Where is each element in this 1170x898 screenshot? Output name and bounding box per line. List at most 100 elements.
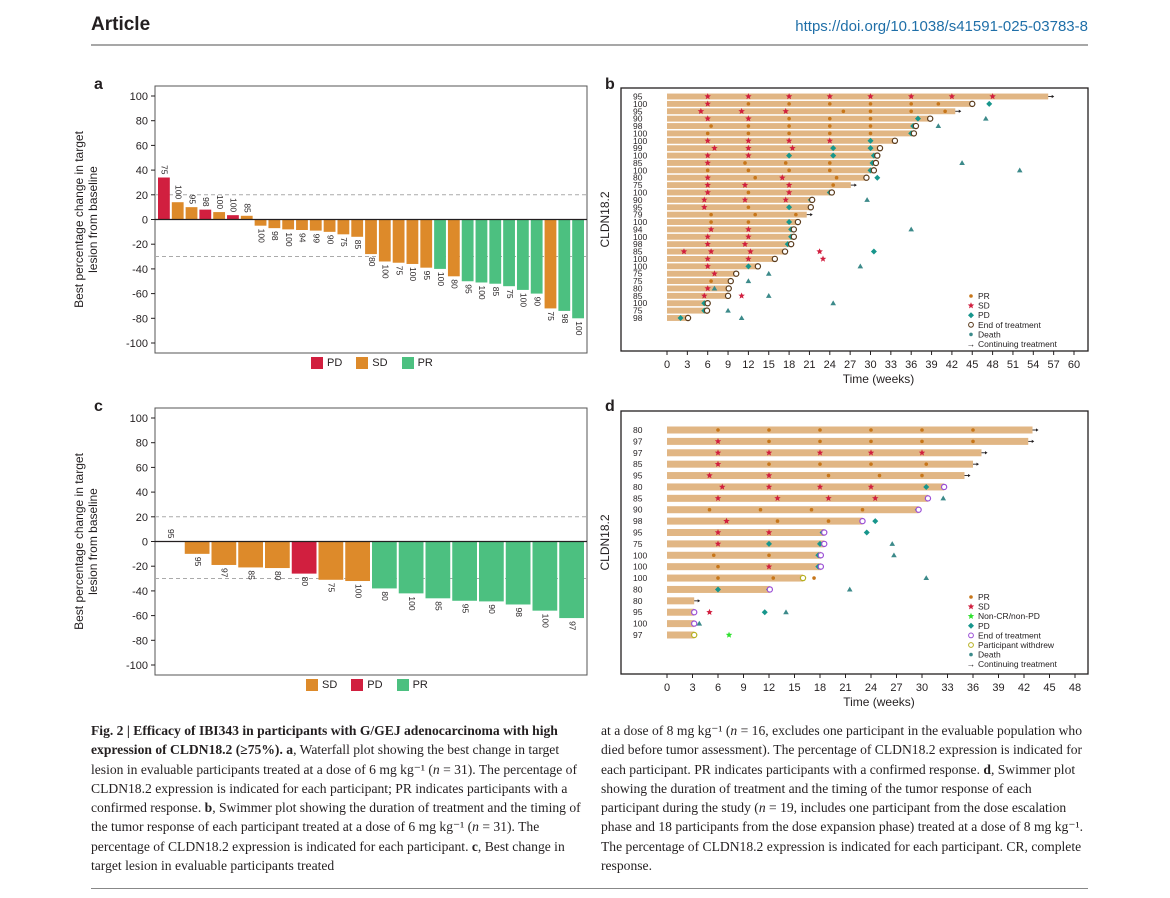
marker-pd [914, 115, 921, 122]
marker-pd [968, 312, 974, 319]
bar-cldn-label: 80 [380, 591, 390, 601]
bar-cldn-label: 75 [327, 583, 337, 593]
marker-death [696, 620, 703, 626]
marker-pd [867, 145, 874, 152]
legend-label-d: Death [978, 650, 1001, 660]
row-cldn-label: 80 [633, 482, 643, 492]
swim-bar [667, 315, 689, 321]
marker-sd [779, 174, 786, 181]
x-tick-label: 39 [925, 359, 937, 371]
marker-non-cr-non-pd [967, 612, 975, 619]
legend-item-sd: SD [356, 357, 388, 370]
row-cldn-label: 100 [633, 99, 647, 109]
swim-bar [667, 263, 758, 270]
bar-cldn-label: 100 [353, 584, 363, 598]
marker-pr [971, 428, 975, 432]
marker-sd [704, 174, 711, 181]
legend-marker-withdrew [968, 642, 974, 648]
x-tick-label: 0 [664, 359, 670, 371]
bar-cldn-label: 90 [325, 235, 335, 245]
marker-pd [867, 137, 874, 144]
row-cldn-label: 98 [633, 516, 643, 526]
arrowhead [968, 473, 971, 478]
marker-pr [868, 102, 873, 106]
arrowhead [1051, 94, 1055, 99]
caption-text: , Waterfall plot showing the best change… [91, 742, 560, 777]
marker-end-of-treatment [891, 137, 899, 144]
marker-pr [787, 102, 791, 106]
x-tick-label: 27 [890, 682, 902, 694]
marker-end-of-treatment [766, 586, 774, 593]
marker-pd [715, 586, 721, 593]
caption-text: , Best change in target lesion in evalua… [91, 838, 565, 874]
marker-sd [745, 255, 752, 262]
swim-bar [667, 211, 807, 218]
bar-cldn-label: 97 [220, 568, 230, 578]
marker-pr [787, 116, 791, 121]
legend-label-d: End of treatment [978, 630, 1041, 640]
marker-end-of-treatment [912, 122, 920, 130]
bar-cldn-label: 75 [339, 237, 349, 247]
row-cldn-label: 85 [633, 158, 643, 168]
marker-end-of-treatment [691, 620, 698, 627]
x-tick-label: 6 [715, 682, 721, 694]
marker-sd [765, 472, 773, 479]
panel-label-a: a [94, 76, 103, 93]
bar-sd [254, 219, 267, 226]
swim-bar [667, 307, 708, 314]
x-tick-label: 12 [763, 682, 775, 694]
marker-pr [860, 507, 865, 512]
bar-pr [398, 541, 424, 594]
bar-sd [365, 219, 377, 255]
marker-pr [709, 124, 713, 128]
bar-cldn-label: 100 [407, 596, 417, 610]
row-cldn-label: 80 [633, 173, 643, 183]
x-tick-label: 3 [684, 359, 690, 371]
arrowhead [958, 109, 962, 113]
marker-pr [868, 124, 873, 128]
y-tick-label: 60 [136, 140, 148, 152]
marker-pr [716, 428, 720, 432]
caption-italic: n [758, 800, 766, 816]
bar-cldn-label: 100 [229, 198, 239, 212]
marker-pr [971, 439, 975, 444]
bar-sd [351, 219, 364, 237]
marker-pr [767, 439, 771, 444]
marker-end-of-treatment [771, 255, 779, 263]
marker-pr [869, 462, 873, 466]
marker-sd [714, 460, 722, 467]
marker-sd [714, 449, 722, 456]
bar-sd [240, 215, 253, 220]
bar-pr [479, 541, 504, 602]
row-cldn-label: 85 [633, 291, 643, 301]
swim-bar [667, 137, 895, 144]
bar-sd [296, 219, 308, 230]
bar-cldn-label: 80 [450, 279, 460, 289]
marker-pr [716, 576, 720, 580]
bar-cldn-label: 95 [193, 557, 203, 567]
panel-label-b: b [605, 76, 615, 93]
legend-label-b: Death [978, 329, 1001, 339]
row-cldn-label: 75 [633, 539, 643, 549]
row-cldn-label: 90 [633, 195, 643, 205]
marker-pd [923, 483, 930, 490]
marker-end-of-treatment [691, 609, 698, 616]
marker-sd [701, 203, 708, 210]
marker-pr [787, 168, 791, 173]
row-cldn-label: 100 [633, 151, 647, 161]
marker-pr [775, 519, 780, 523]
row-cldn-label: 75 [633, 306, 643, 316]
y-tick-label: -60 [132, 289, 148, 301]
row-cldn-label: 100 [633, 165, 647, 175]
doi-link[interactable]: https://doi.org/10.1038/s41591-025-03783… [795, 18, 1088, 35]
bar-sd [213, 212, 226, 220]
row-cldn-label: 75 [633, 269, 643, 279]
bar-cldn-label: 80 [273, 571, 283, 581]
caption-bold: c [471, 838, 478, 854]
marker-sd [774, 494, 781, 502]
swim-bar [667, 608, 695, 616]
row-cldn-label: 98 [633, 121, 643, 131]
marker-pd [830, 152, 837, 159]
bar-sd [211, 541, 237, 565]
